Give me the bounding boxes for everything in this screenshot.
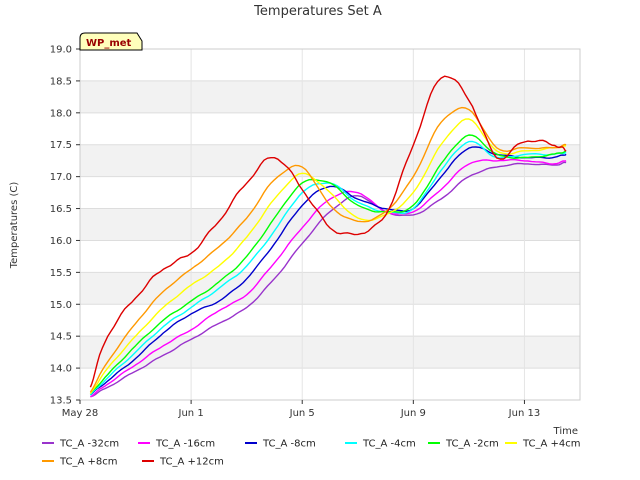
series-line-tc-a-12cm: [89, 75, 567, 388]
series-line-tc-a-32cm: [90, 161, 567, 398]
legend-item: TC_A -2cm: [428, 439, 499, 450]
series-line-tc-a-4cm: [89, 118, 567, 394]
legend-label: TC_A -8cm: [262, 439, 316, 450]
legend-item: TC_A -16cm: [138, 439, 215, 450]
plot-band: [80, 240, 580, 273]
series-layer: [89, 75, 567, 398]
y-tick-label: 14.0: [50, 364, 72, 375]
y-tick-label: 17.0: [50, 172, 72, 183]
plot-band: [80, 336, 580, 369]
x-tick-label: Jun 5: [289, 408, 315, 419]
legend-item: TC_A -8cm: [245, 439, 316, 450]
plot-band: [80, 80, 580, 113]
legend-label: TC_A -4cm: [362, 439, 416, 450]
y-tick-label: 13.5: [50, 396, 72, 407]
legend-item: TC_A +12cm: [142, 457, 224, 468]
y-axis-ticks: 13.5 14.0 14.5 15.0 15.5 16.0 16.5 17.0 17.5 18.0…: [50, 45, 80, 407]
legend-label: TC_A +4cm: [522, 439, 581, 450]
y-tick-label: 19.0: [50, 45, 72, 56]
site-badge: WP_met: [79, 32, 143, 51]
chart-title: Temperatures Set A: [253, 4, 382, 19]
series-line-tc-a-8cm: [89, 106, 567, 393]
legend-label: TC_A -16cm: [155, 439, 215, 450]
plot-band: [80, 304, 580, 337]
plot-frame: [79, 48, 581, 401]
x-tick-label: Jun 9: [400, 408, 426, 419]
y-tick-label: 16.0: [50, 236, 72, 247]
x-tick-label: Jun 1: [178, 408, 204, 419]
y-axis-label: Temperatures (C): [9, 182, 20, 270]
legend-label: TC_A +8cm: [59, 457, 118, 468]
x-axis-ticks: May 28 Jun 1 Jun 5 Jun 9 Jun 13: [62, 400, 540, 419]
legend-item: TC_A +8cm: [42, 457, 118, 468]
plot-band: [80, 49, 580, 81]
plot-band: [80, 208, 580, 241]
series-line-tc-a-2cm: [89, 134, 567, 395]
plot-background: [80, 49, 580, 400]
legend: TC_A -32cm TC_A -16cm TC_A -8cm TC_A -4cm TC…: [42, 439, 581, 468]
plot-band: [80, 112, 580, 145]
y-tick-label: 18.5: [50, 76, 72, 87]
y-tick-label: 18.0: [50, 108, 72, 119]
legend-label: TC_A +12cm: [159, 457, 224, 468]
y-tick-label: 15.5: [50, 268, 72, 279]
plot-band: [80, 368, 580, 400]
x-tick-label: Jun 13: [508, 408, 541, 419]
x-tick-label: May 28: [62, 408, 99, 419]
site-badge-label: WP_met: [86, 38, 132, 49]
series-line-tc-a-16cm: [90, 158, 567, 398]
legend-item: TC_A +4cm: [505, 439, 581, 450]
legend-item: TC_A -4cm: [345, 439, 416, 450]
x-axis-label: Time: [553, 426, 578, 437]
plot-band: [80, 272, 580, 305]
legend-item: TC_A -32cm: [42, 439, 119, 450]
y-tick-label: 17.5: [50, 140, 72, 151]
y-tick-label: 15.0: [50, 300, 72, 311]
y-tick-label: 14.5: [50, 332, 72, 343]
legend-label: TC_A -2cm: [445, 439, 499, 450]
legend-label: TC_A -32cm: [59, 439, 119, 450]
y-tick-label: 16.5: [50, 204, 72, 215]
